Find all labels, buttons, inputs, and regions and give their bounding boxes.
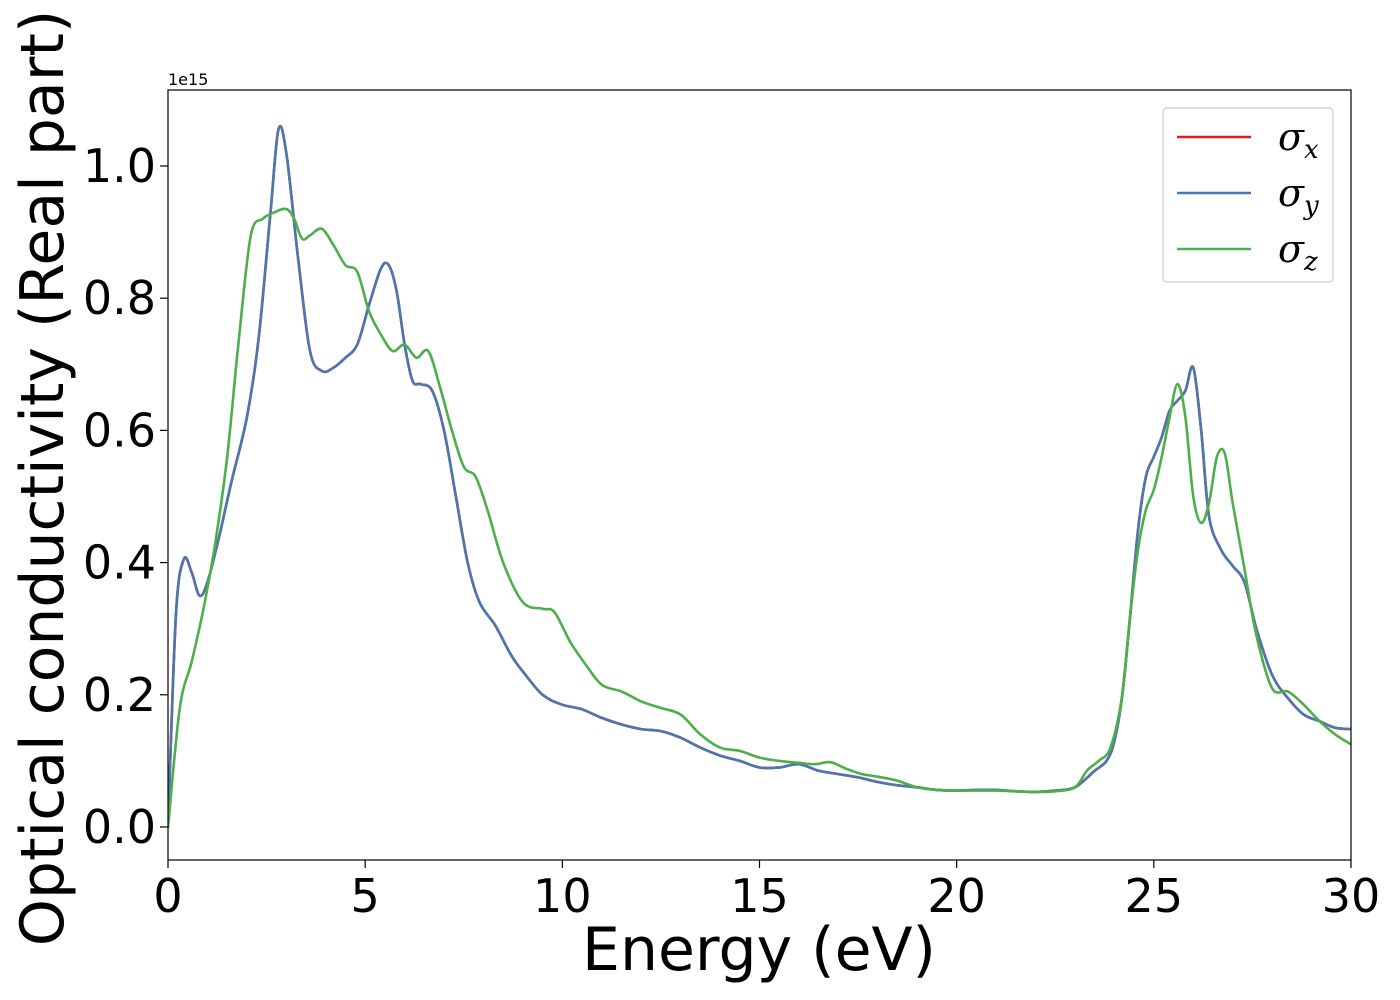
y-tick-label: 0.6 — [83, 403, 156, 457]
y-axis-label: Optical conductivity (Real part) — [8, 10, 78, 947]
legend-label-y: σy — [1278, 171, 1319, 221]
y-axis-ticks: 0.0 0.2 0.4 0.6 0.8 1.0 — [83, 139, 168, 854]
y-tick-label: 0.2 — [83, 668, 156, 722]
legend-entries: σx σy σz — [1177, 115, 1319, 277]
y-tick-label: 1.0 — [83, 139, 156, 193]
x-tick-label: 15 — [730, 869, 789, 923]
y-tick-label: 0.4 — [83, 536, 156, 590]
series-line-z — [168, 207, 1351, 829]
legend-label-z: σz — [1278, 227, 1318, 277]
x-tick-label: 0 — [153, 869, 182, 923]
y-tick-label: 0.0 — [83, 800, 156, 854]
x-tick-label: 10 — [533, 869, 592, 923]
x-tick-label: 20 — [927, 869, 986, 923]
y-tick-label: 0.8 — [83, 271, 156, 325]
legend: σx σy σz — [1162, 107, 1334, 283]
x-tick-label: 25 — [1125, 869, 1184, 923]
legend-box — [1162, 107, 1334, 283]
x-tick-label: 5 — [351, 869, 380, 923]
x-axis-label: Energy (eV) — [582, 915, 936, 985]
legend-label-x: σx — [1278, 115, 1319, 165]
x-axis-ticks: 0 5 10 15 20 25 30 — [153, 860, 1380, 923]
y-offset-label: 1e15 — [168, 70, 208, 89]
plot-lines — [168, 124, 1351, 829]
x-tick-label: 30 — [1322, 869, 1381, 923]
